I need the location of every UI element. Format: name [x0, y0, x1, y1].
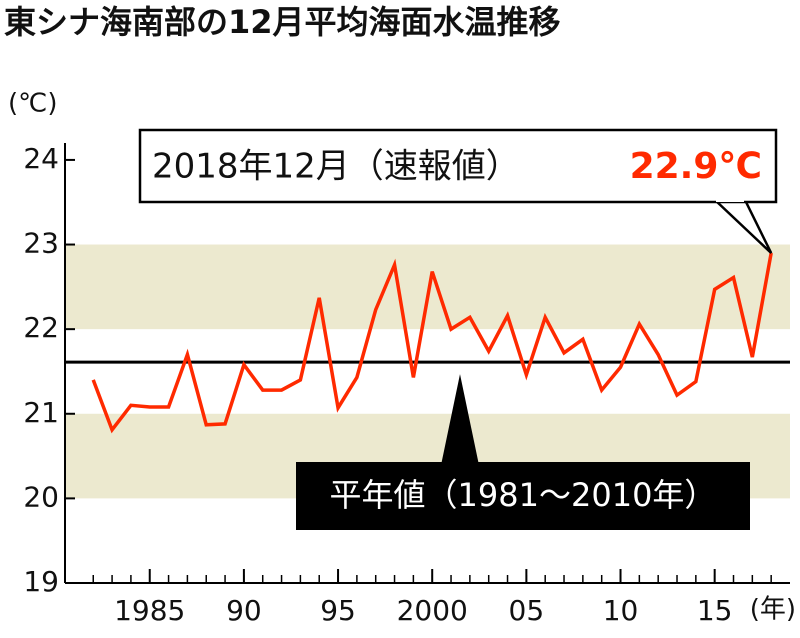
- x-tick-label: 2000: [397, 594, 468, 627]
- x-tick-label: 1985: [114, 594, 185, 627]
- x-tick-label: 95: [320, 594, 356, 627]
- x-tick-label: 05: [509, 594, 545, 627]
- y-tick-label: 24: [23, 142, 59, 175]
- y-tick-label: 20: [23, 480, 59, 513]
- callout-cover: [716, 198, 744, 202]
- x-tick-label: 15: [697, 594, 733, 627]
- y-tick-label: 19: [23, 565, 59, 598]
- x-tick-label: 90: [226, 594, 262, 627]
- data-line: [91, 252, 773, 434]
- y-tick-label: 23: [23, 227, 59, 260]
- band: [65, 244, 790, 330]
- callout-text: 2018年12月（速報値）: [152, 147, 520, 187]
- y-axis-label: (℃): [8, 89, 58, 119]
- y-tick-label: 21: [23, 396, 59, 429]
- normal-label: 平年値（1981～2010年）: [330, 476, 717, 514]
- y-tick-label: 22: [23, 311, 59, 344]
- normal-pointer: [440, 374, 480, 470]
- value-label: 22.9℃: [630, 146, 762, 187]
- chart-title: 東シナ海南部の12月平均海面水温推移: [4, 3, 561, 41]
- callout-box: [138, 128, 778, 204]
- normal-box: [296, 462, 750, 530]
- x-axis-label: (年): [750, 595, 796, 625]
- x-tick-label: 10: [603, 594, 639, 627]
